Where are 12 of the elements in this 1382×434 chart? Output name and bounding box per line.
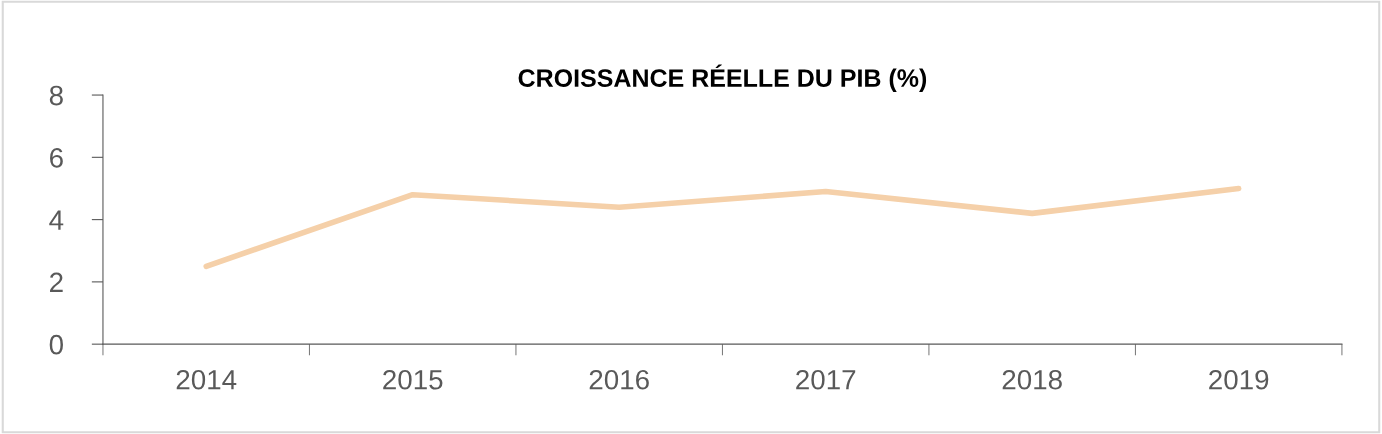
x-tick-label: 2017 [796, 369, 856, 390]
y-tick-label: 0 [49, 334, 63, 355]
x-tick-label: 2014 [176, 369, 237, 390]
x-tick-label: 2016 [589, 369, 649, 390]
y-tick-label: 8 [49, 85, 63, 106]
x-tick-label: 2018 [1002, 369, 1062, 390]
y-tick-label: 6 [50, 147, 63, 168]
chart-title: CROISSANCE RÉELLE DU PIB (%) [518, 64, 927, 92]
y-tick-label: 4 [49, 210, 64, 230]
x-tick-label: 2015 [383, 369, 443, 390]
x-tick-label: 2019 [1209, 369, 1269, 390]
y-tick-label: 2 [50, 272, 63, 292]
